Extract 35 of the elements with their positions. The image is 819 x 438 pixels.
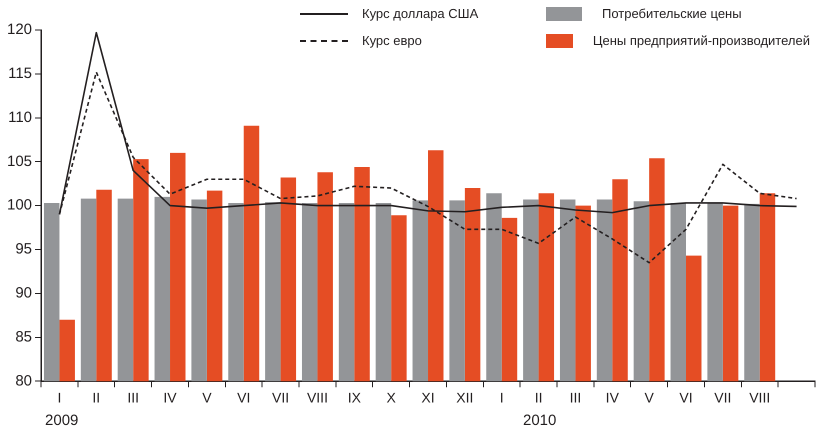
y-tick-label: 80 [15,372,32,390]
x-tick-label: XII [456,389,474,406]
x-tick-label: IV [163,389,178,406]
x-tick-label: III [127,389,139,406]
legend-label: Курс доллара США [362,6,478,21]
x-tick-label: I [58,389,62,406]
legend-label: Курс евро [362,33,422,48]
x-tick-label: VIII [306,389,328,406]
y-tick-label: 105 [6,152,32,170]
x-tick-label: IX [348,389,362,406]
x-tick-label: III [570,389,582,406]
y-tick-label: 115 [8,65,32,82]
y-tick-label: 100 [6,196,32,214]
x-tick-label: II [534,389,542,406]
legend-label: Цены предприятий-производителей [592,33,810,48]
x-tick-label: V [644,389,654,406]
x-tick-label: X [386,389,396,406]
legend-label: Потребительские цены [602,6,742,21]
x-tick-label: VI [237,389,250,406]
y-tick-label: 120 [6,21,32,38]
x-tick-label: IV [606,389,620,406]
x-tick-label: I [500,389,504,406]
text: 2009 [45,412,78,429]
x-tick-label: VI [679,389,693,406]
y-tick-label: 85 [15,328,32,346]
x-tick-label: VII [714,389,732,406]
y-tick-label: 110 [8,108,32,126]
text: 2010 [523,412,556,429]
y-tick-label: 90 [15,284,32,302]
x-tick-label: VIII [749,389,770,406]
x-tick-label: II [92,389,100,406]
y-tick-label: 95 [15,240,32,258]
x-tick-label: V [202,389,212,406]
x-tick-label: VII [272,389,290,406]
x-tick-label: XI [421,389,435,406]
